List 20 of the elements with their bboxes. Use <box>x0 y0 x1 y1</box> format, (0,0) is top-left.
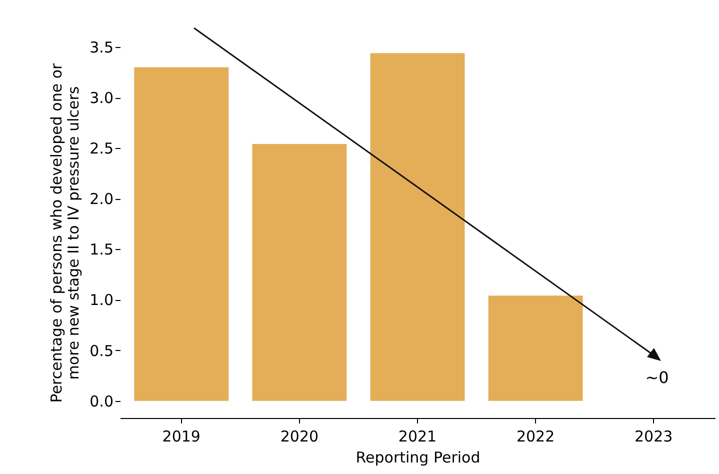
x-tick-label: 2020 <box>280 428 319 446</box>
x-tick-label: 2022 <box>516 428 555 446</box>
y-tick-label: 2.0 <box>90 190 114 208</box>
y-tick-label: 1.0 <box>90 291 114 310</box>
y-tick-label: 0.5 <box>90 342 114 360</box>
y-tick-label: 0.0 <box>90 392 114 410</box>
x-axis-title: Reporting Period <box>356 448 480 466</box>
x-tick-label: 2021 <box>398 428 437 446</box>
annotation: ~0 <box>645 368 669 387</box>
y-tick-label: 3.0 <box>90 89 114 108</box>
bar <box>370 53 465 401</box>
bar <box>134 67 229 401</box>
y-tick-label: 2.5 <box>90 140 114 158</box>
y-tick-label: 3.5 <box>90 38 114 56</box>
y-axis-title: Percentage of persons who developed one or more new stage II to IV pressure ulcers <box>48 62 83 403</box>
x-tick-label: 2023 <box>634 428 673 446</box>
bar <box>252 144 347 401</box>
y-tick-label: 1.5 <box>90 240 114 259</box>
x-tick-label: 2019 <box>162 428 200 446</box>
bar <box>488 296 583 401</box>
